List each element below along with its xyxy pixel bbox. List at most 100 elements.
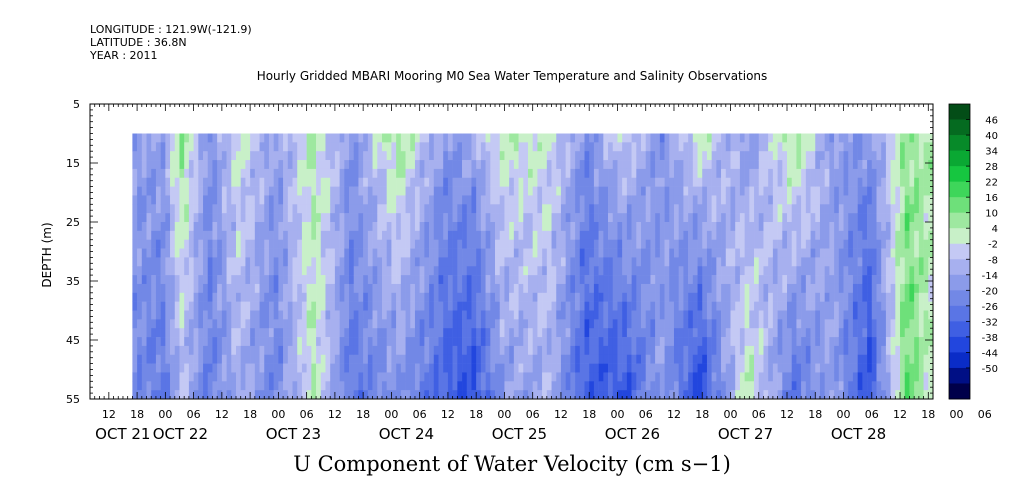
heatmap-cell: [697, 301, 703, 311]
heatmap-cell: [688, 222, 694, 232]
heatmap-cell: [683, 142, 689, 152]
heatmap-cell: [188, 222, 194, 232]
heatmap-cell: [419, 177, 425, 187]
heatmap-cell: [862, 213, 868, 223]
heatmap-cell: [287, 310, 293, 320]
heatmap-cell: [212, 204, 218, 214]
heatmap-cell: [579, 257, 585, 267]
heatmap-cell: [358, 283, 364, 294]
heatmap-cell: [848, 151, 854, 161]
heatmap-cell: [457, 204, 463, 214]
heatmap-cell: [645, 292, 651, 302]
heatmap-cell: [301, 257, 307, 267]
heatmap-cell: [598, 151, 604, 161]
heatmap-cell: [184, 390, 190, 400]
heatmap-cell: [626, 222, 632, 232]
heatmap-cell: [636, 345, 642, 356]
heatmap-cell: [730, 195, 736, 205]
heatmap-cell: [669, 195, 675, 205]
heatmap-cell: [890, 151, 896, 161]
heatmap-cell: [259, 142, 265, 152]
heatmap-cell: [626, 390, 632, 400]
heatmap-cell: [688, 168, 694, 179]
heatmap-cell: [890, 142, 896, 152]
heatmap-cell: [796, 177, 802, 187]
heatmap-cell: [617, 337, 623, 347]
heatmap-cell: [871, 195, 877, 205]
heatmap-cell: [221, 204, 227, 214]
heatmap-cell: [645, 195, 651, 205]
heatmap-cell: [287, 186, 293, 196]
heatmap-cell: [466, 354, 472, 364]
heatmap-cell: [777, 204, 783, 214]
heatmap-cell: [254, 337, 260, 347]
heatmap-cell: [306, 319, 312, 329]
heatmap-cell: [669, 283, 675, 294]
heatmap-cell: [834, 275, 840, 285]
heatmap-cell: [725, 239, 731, 249]
heatmap-cell: [791, 142, 797, 152]
heatmap-cell: [608, 328, 614, 338]
heatmap-cell: [772, 142, 778, 152]
heatmap-cell: [485, 390, 491, 400]
heatmap-cell: [495, 372, 501, 382]
heatmap-cell: [429, 363, 435, 373]
heatmap-cell: [184, 310, 190, 320]
heatmap-cell: [179, 283, 185, 294]
heatmap-cell: [485, 239, 491, 249]
heatmap-cell: [160, 222, 166, 232]
heatmap-cell: [231, 257, 237, 267]
heatmap-cell: [575, 390, 581, 400]
heatmap-cell: [900, 222, 906, 232]
heatmap-cell: [815, 177, 821, 187]
heatmap-cell: [697, 283, 703, 294]
heatmap-cell: [848, 337, 854, 347]
heatmap-cell: [429, 177, 435, 187]
heatmap-cell: [777, 151, 783, 161]
heatmap-cell: [885, 345, 891, 356]
heatmap-cell: [495, 142, 501, 152]
heatmap-cell: [424, 177, 430, 187]
heatmap-cell: [513, 354, 519, 364]
heatmap-cell: [217, 177, 223, 187]
heatmap-cell: [377, 275, 383, 285]
heatmap-cell: [542, 177, 548, 187]
heatmap-cell: [221, 292, 227, 302]
heatmap-cell: [593, 133, 599, 143]
heatmap-cell: [476, 354, 482, 364]
heatmap-cell: [146, 372, 152, 382]
heatmap-cell: [405, 204, 411, 214]
heatmap-cell: [330, 390, 336, 400]
heatmap-cell: [217, 337, 223, 347]
heatmap-cell: [217, 160, 223, 170]
heatmap-cell: [287, 372, 293, 382]
heatmap-cell: [650, 133, 656, 143]
heatmap-cell: [433, 186, 439, 196]
heatmap-cell: [546, 283, 552, 294]
heatmap-cell: [132, 354, 138, 364]
heatmap-cell: [132, 275, 138, 285]
heatmap-cell: [476, 292, 482, 302]
heatmap-cell: [848, 328, 854, 338]
heatmap-cell: [165, 177, 171, 187]
heatmap-cell: [612, 328, 618, 338]
heatmap-cell: [301, 328, 307, 338]
heatmap-cell: [650, 354, 656, 364]
heatmap-cell: [805, 230, 811, 240]
heatmap-cell: [560, 283, 566, 294]
heatmap-cell: [301, 239, 307, 249]
heatmap-cell: [659, 213, 665, 223]
heatmap-cell: [688, 328, 694, 338]
heatmap-cell: [546, 195, 552, 205]
heatmap-cell: [499, 372, 505, 382]
heatmap-cell: [471, 160, 477, 170]
heatmap-cell: [721, 266, 727, 276]
heatmap-cell: [914, 151, 920, 161]
heatmap-cell: [895, 390, 901, 400]
heatmap-cell: [895, 151, 901, 161]
heatmap-cell: [758, 204, 764, 214]
heatmap-cell: [772, 213, 778, 223]
heatmap-cell: [410, 266, 416, 276]
heatmap-cell: [217, 283, 223, 294]
heatmap-cell: [278, 301, 284, 311]
